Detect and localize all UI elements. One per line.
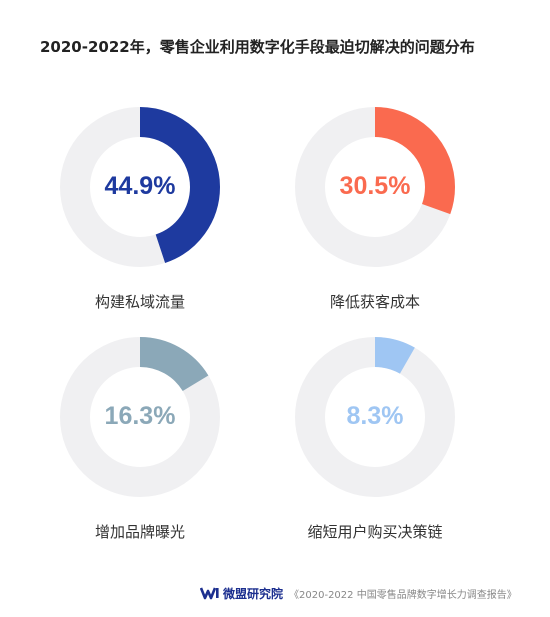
footer-source: 《2020-2022 中国零售品牌数字增长力调查报告》 [289, 589, 517, 601]
donut-category-label: 降低获客成本 [329, 293, 420, 311]
donut-4 [295, 337, 455, 497]
donut-chart-1: 44.9% 构建私域流量 [40, 107, 240, 347]
donut-slice [295, 337, 455, 497]
donut-slice [60, 107, 220, 267]
chart-title: 2020-2022年，零售企业利用数字化手段最迫切解决的问题分布 [40, 38, 475, 56]
donut-charts-grid: 44.9% 构建私域流量 30.5% 降低获客成本 16.3% 增加品牌曝光 8.3% 缩短用… [40, 107, 475, 541]
donut-chart-2: 30.5% 降低获客成本 [275, 107, 475, 347]
donut-value-label: 8.3% [346, 402, 404, 430]
footer: 微盟研究院 《2020-2022 中国零售品牌数字增长力调查报告》 [200, 586, 517, 601]
donut-chart-3: 16.3% 增加品牌曝光 [40, 337, 240, 577]
donut-chart-4: 8.3% 缩短用户购买决策链 [275, 337, 475, 577]
donut-value-label: 16.3% [104, 402, 176, 430]
footer-brand: 微盟研究院 [223, 586, 284, 601]
donut-category-label: 缩短用户购买决策链 [307, 523, 443, 541]
donut-slice [60, 337, 220, 497]
donut-category-label: 构建私域流量 [94, 293, 185, 311]
donut-1 [60, 107, 220, 267]
donut-2 [295, 107, 455, 267]
weimeng-logo-icon [200, 587, 219, 600]
donut-value-label: 44.9% [104, 172, 176, 200]
donut-category-label: 增加品牌曝光 [94, 523, 185, 541]
donut-3 [60, 337, 220, 497]
donut-slice [295, 107, 455, 267]
donut-value-label: 30.5% [339, 172, 411, 200]
